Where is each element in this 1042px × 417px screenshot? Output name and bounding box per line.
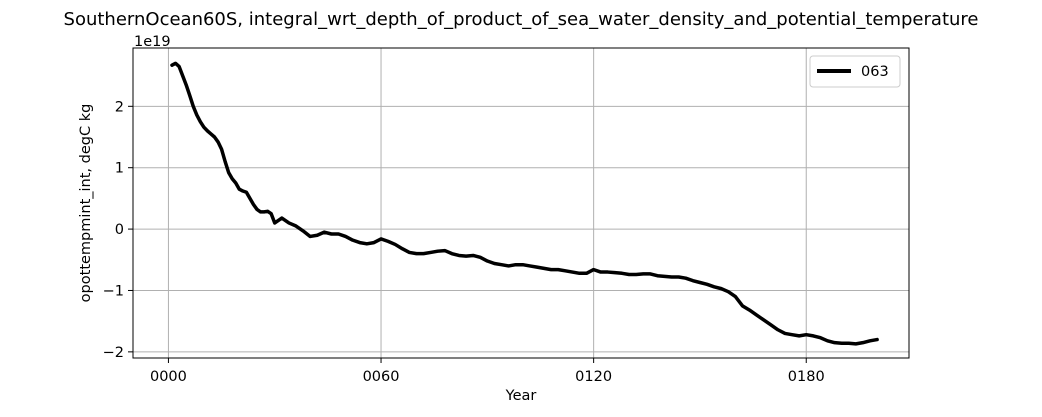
x-tick-label: 0120 [575,369,612,385]
x-axis-ticks: 0000 0060 0120 0180 [150,358,825,385]
y-axis-label: opottempmint_int, degC kg [78,104,94,303]
grid [133,48,909,358]
y-axis-ticks: −2 −1 0 1 2 [103,99,133,361]
y-tick-label: 0 [115,222,124,238]
legend: 063 [809,55,901,88]
y-tick-label: −2 [103,345,124,361]
x-axis-label: Year [505,388,537,404]
y-tick-label: 2 [115,99,124,115]
x-tick-label: 0060 [363,369,400,385]
y-tick-label: −1 [103,283,124,299]
series-layer [170,61,879,346]
plot-frame [132,47,910,359]
chart-title: SouthernOcean60S, integral_wrt_depth_of_… [64,9,979,30]
series-line-063 [170,61,879,346]
x-tick-label: 0000 [150,369,187,385]
legend-label-063: 063 [861,64,889,80]
x-tick-label: 0180 [788,369,825,385]
legend-box [809,55,901,88]
y-axis-offset-label: 1e19 [134,34,171,50]
y-tick-label: 1 [115,161,124,177]
